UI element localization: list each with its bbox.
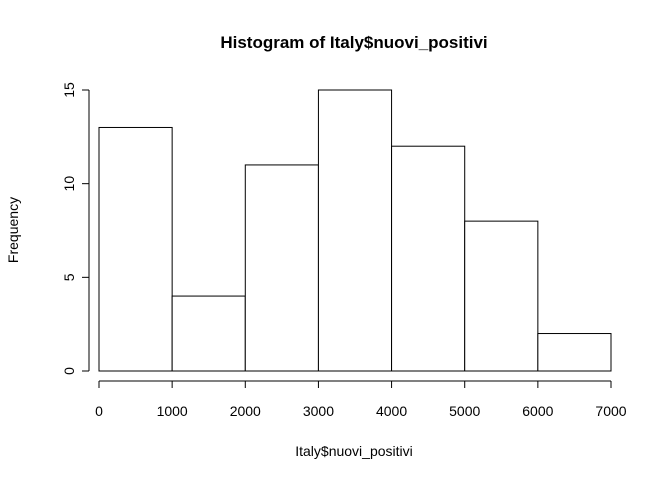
x-tick-label-6: 6000: [522, 403, 553, 419]
y-tick-label-2: 10: [61, 176, 77, 192]
histogram-bar-5: [464, 220, 539, 372]
x-tick-label-1: 1000: [157, 403, 188, 419]
x-tick-label-2: 2000: [230, 403, 261, 419]
histogram-bar-4: [391, 145, 466, 372]
histogram-bar-1: [171, 295, 246, 372]
x-tick-label-3: 3000: [303, 403, 334, 419]
x-tick-label-5: 5000: [449, 403, 480, 419]
x-tick-label-7: 7000: [595, 403, 626, 419]
y-axis-label: Frequency: [5, 197, 21, 263]
x-axis-label: Italy$nuovi_positivi: [295, 443, 413, 459]
x-axis: 0 1000 2000 3000 4000 5000 6000 7000: [95, 380, 627, 419]
histogram-bar-2: [244, 164, 319, 372]
bars-group: [98, 89, 612, 372]
histogram-bar-0: [98, 126, 173, 372]
y-axis: 0 5 10 15: [61, 82, 90, 375]
y-tick-label-1: 5: [61, 273, 77, 281]
x-tick-label-0: 0: [95, 403, 103, 419]
histogram-bar-3: [317, 89, 393, 372]
x-tick-label-4: 4000: [376, 403, 407, 419]
y-tick-label-0: 0: [61, 367, 77, 375]
histogram-bar-6: [537, 333, 612, 372]
y-tick-label-3: 15: [61, 82, 77, 98]
chart-title: Histogram of Italy$nuovi_positivi: [220, 33, 487, 52]
